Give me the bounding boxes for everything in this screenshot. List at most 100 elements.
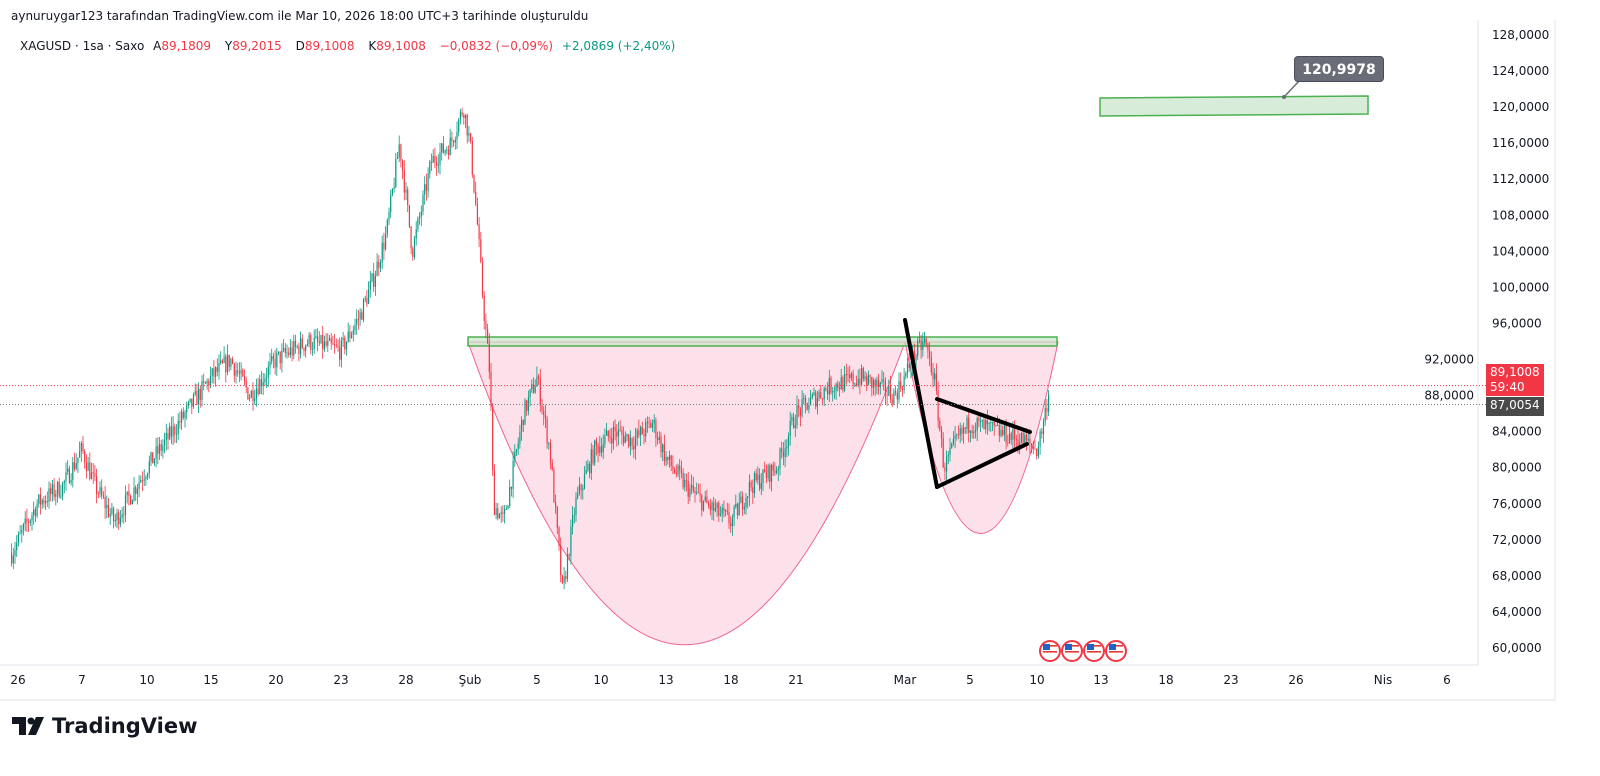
candle-body (402, 160, 404, 171)
candle-body (145, 477, 147, 480)
candle-body (560, 545, 562, 576)
candle-body (701, 495, 703, 511)
candle-body (655, 420, 657, 439)
tradingview-logo[interactable]: TradingView (12, 714, 197, 738)
candle-body (668, 455, 671, 460)
candle-body (478, 224, 480, 240)
line2-price: 87,0054 (1490, 398, 1540, 412)
x-tick-label: 5 (966, 673, 974, 687)
candle-body (1042, 421, 1045, 434)
candle-body (929, 350, 931, 358)
candle-body (498, 514, 501, 519)
candle-body (383, 242, 385, 250)
candle-body (862, 368, 864, 379)
candle-body (335, 344, 337, 346)
candle-body (430, 161, 433, 163)
candle-body (667, 456, 669, 460)
us-event-flag-icon[interactable] (1039, 640, 1061, 662)
candle-body (410, 226, 412, 249)
candle-body (201, 381, 203, 400)
us-event-flag-icon[interactable] (1105, 640, 1127, 662)
y-tick-label: 120,0000 (1492, 100, 1549, 114)
candle-body (925, 338, 927, 345)
candle-body (944, 467, 946, 472)
candle-body (750, 481, 752, 488)
candle-body (782, 452, 784, 457)
candle-body (1027, 438, 1029, 441)
flag-canton (1065, 644, 1072, 650)
candle-body (374, 276, 376, 287)
candle-body (985, 420, 987, 430)
candle-body (876, 379, 878, 387)
x-tick-label: 10 (1029, 673, 1044, 687)
candle-body (267, 366, 269, 378)
candle-body (233, 363, 235, 376)
candle-body (918, 340, 920, 342)
candle-body (864, 376, 866, 379)
symbol-label[interactable]: XAGUSD · 1sa · Saxo (20, 39, 145, 53)
candle-body (568, 554, 570, 556)
candle-body (947, 455, 949, 457)
candle-body (345, 341, 348, 350)
candle-body (328, 338, 331, 341)
candle-body (458, 119, 460, 132)
candle-body (179, 421, 181, 423)
candle-body (170, 426, 172, 437)
candle-body (1022, 432, 1024, 445)
y-tick-label: 80,0000 (1492, 461, 1542, 475)
candle-body (135, 487, 137, 494)
y-tick-label: 100,0000 (1492, 280, 1549, 294)
target-price-callout[interactable]: 120,9978 (1294, 56, 1384, 82)
candle-body (838, 387, 841, 390)
triangle-lower-line (935, 442, 1029, 489)
candle-body (109, 513, 111, 517)
candle-body (731, 517, 733, 527)
candle-body (565, 576, 567, 580)
target-zone (1099, 95, 1369, 117)
us-event-flag-icon[interactable] (1083, 640, 1105, 662)
candle-body (208, 380, 210, 386)
candle-body (544, 414, 546, 419)
candle-body (116, 512, 118, 521)
candle-body (631, 437, 633, 446)
candle-body (742, 496, 744, 510)
candle-body (555, 502, 557, 507)
candle-body (33, 509, 35, 516)
y-tick-label: 60,0000 (1492, 641, 1542, 655)
candle-body (956, 434, 958, 436)
flagpole-line (903, 318, 939, 489)
candle-body (106, 504, 108, 509)
candle-body (847, 374, 849, 376)
candle-body (582, 488, 584, 491)
candle-body (352, 330, 354, 335)
us-event-flag-icon[interactable] (1061, 640, 1083, 662)
candle-body (1007, 442, 1009, 444)
candle-body (164, 439, 166, 446)
candle-body (354, 324, 356, 331)
candle-body (743, 507, 745, 510)
last-price: 89,1008 (1490, 365, 1540, 379)
candle-body (524, 400, 526, 425)
candle-body (881, 379, 883, 383)
candle-body (301, 338, 303, 348)
candle-body (459, 112, 461, 120)
candle-body (85, 462, 87, 471)
candle-body (381, 242, 383, 263)
candle-body (114, 520, 116, 522)
candle-body (670, 455, 672, 466)
candle-body (393, 186, 395, 190)
candle-body (46, 501, 48, 502)
candle-body (884, 380, 886, 395)
candle-body (279, 351, 281, 364)
candle-body (186, 405, 188, 413)
candle-body (677, 465, 679, 475)
candle-body (104, 496, 106, 509)
flag-stripe (1065, 651, 1079, 653)
candle-body (62, 483, 64, 496)
candle-body (592, 449, 594, 464)
candle-body (398, 144, 400, 158)
y-tick-label: 76,0000 (1492, 497, 1542, 511)
y-tick-label: 112,0000 (1492, 172, 1549, 186)
candle-body (271, 356, 273, 362)
